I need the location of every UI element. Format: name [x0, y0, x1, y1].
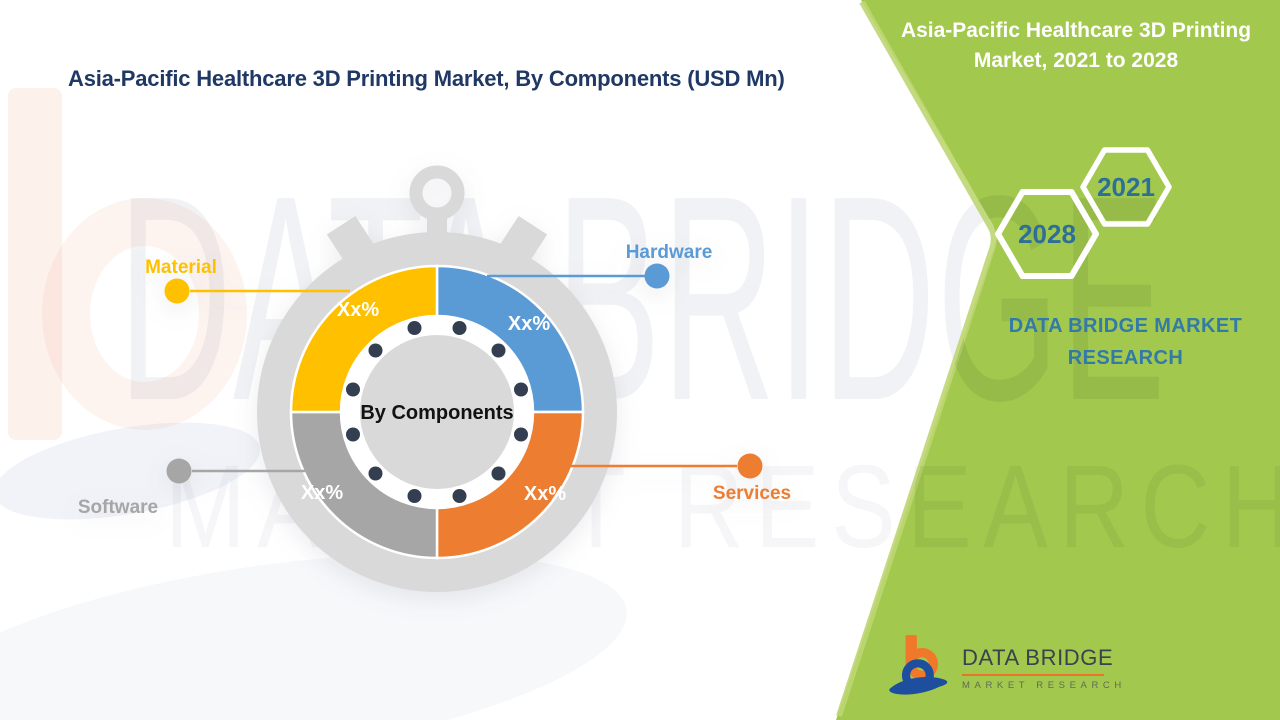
- leader-dot-services: [737, 453, 763, 479]
- logo-text-block: DATA BRIDGE MARKET RESEARCH: [962, 645, 1126, 691]
- tick-dot: [452, 489, 467, 503]
- hexagon-2021: [1080, 147, 1172, 227]
- label-material: Material: [145, 257, 217, 278]
- label-software: Software: [78, 497, 158, 518]
- value-label-hardware: Xx%: [508, 313, 550, 335]
- leader-dot-material: [164, 278, 190, 304]
- leader-dot-hardware: [644, 263, 670, 289]
- tick-dot: [407, 489, 422, 503]
- value-label-material: Xx%: [337, 299, 379, 321]
- page-title: Asia-Pacific Healthcare 3D Printing Mark…: [68, 66, 785, 91]
- tick-dot: [346, 382, 360, 397]
- company-logo: DATA BRIDGE MARKET RESEARCH: [888, 633, 1126, 699]
- leader-dot-software: [166, 458, 192, 484]
- chart-center-circle: [360, 335, 514, 489]
- hexagon-2028: [995, 189, 1099, 279]
- tick-dot: [368, 343, 383, 358]
- logo-name-text: DATA BRIDGE: [962, 645, 1114, 670]
- tick-dot: [346, 427, 360, 442]
- label-services: Services: [713, 483, 791, 504]
- value-label-software: Xx%: [301, 482, 343, 504]
- brand-name-line2: RESEARCH: [1067, 347, 1184, 369]
- logo-b-icon: [889, 635, 948, 695]
- label-hardware: Hardware: [626, 242, 713, 263]
- stopwatch-handle-ring: [409, 165, 465, 221]
- panel-title: Asia-Pacific Healthcare 3D Printing Mark…: [878, 16, 1274, 76]
- chart-center-label: By Components: [360, 402, 513, 424]
- tick-dot: [407, 321, 422, 335]
- logo-tagline-text: MARKET RESEARCH: [962, 680, 1126, 691]
- base-year-label: 2021: [1097, 172, 1155, 202]
- brand-name-line1: DATA BRIDGE MARKET: [1008, 315, 1243, 337]
- panel-title-line1: Asia-Pacific Healthcare 3D Printing: [900, 19, 1252, 42]
- tick-dot: [368, 466, 383, 481]
- logo-divider-line: [962, 674, 1104, 676]
- logo-icon-swoosh: [889, 677, 948, 695]
- value-label-services: Xx%: [524, 483, 566, 505]
- tick-dots: [346, 321, 528, 503]
- components-donut-chart: By Components Xx% Xx% Xx% Xx% Hardware S…: [78, 165, 791, 592]
- tick-dot: [514, 382, 528, 397]
- forecast-year-label: 2028: [1018, 219, 1076, 249]
- stopwatch-body-ring: [257, 232, 617, 592]
- panel-title-line2: Market, 2021 to 2028: [973, 49, 1179, 72]
- brand-name: DATA BRIDGE MARKET RESEARCH: [983, 310, 1268, 374]
- tick-dot: [491, 343, 506, 358]
- forecast-years-hexagons: 2021 2028: [995, 147, 1172, 279]
- tick-dot: [491, 466, 506, 481]
- tick-dot: [452, 321, 467, 335]
- tick-dot: [514, 427, 528, 442]
